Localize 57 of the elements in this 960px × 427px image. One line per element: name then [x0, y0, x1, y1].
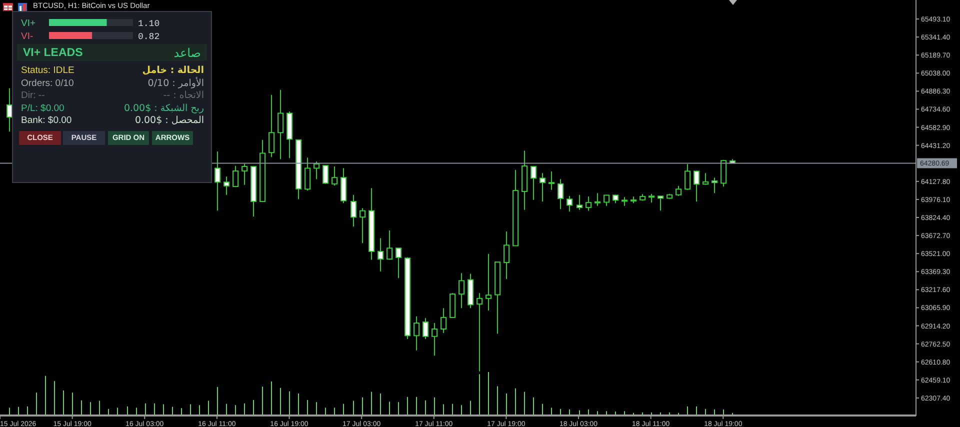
- candlestick: [304, 157, 310, 192]
- data-label: 1.10: [138, 19, 160, 29]
- candlestick: [314, 161, 320, 180]
- candlestick: [558, 178, 564, 210]
- candlestick: [232, 165, 238, 188]
- candlestick: [604, 194, 610, 206]
- candlestick: [350, 194, 356, 227]
- annotation: ربح الشبكة : $0.00: [124, 102, 204, 114]
- candlestick: [440, 308, 446, 334]
- candlestick: [214, 151, 220, 212]
- candlestick: [476, 292, 482, 372]
- annotation: Dir: --: [21, 90, 45, 102]
- candlestick: [224, 176, 230, 196]
- candlestick: [414, 316, 420, 351]
- candlestick: [322, 164, 328, 184]
- annotation: VI+ LEADS: [23, 46, 83, 60]
- candlestick: [702, 172, 708, 186]
- annotation: الحالة : خامل: [142, 65, 204, 76]
- candlestick: [268, 94, 274, 158]
- candlestick: [684, 164, 690, 190]
- candlestick: [432, 322, 438, 356]
- annotation: الاتجاه : --: [163, 90, 204, 102]
- candlestick: [486, 253, 492, 311]
- candlestick: [576, 194, 582, 210]
- candlestick: [694, 170, 700, 202]
- annotation: P/L: $0.00: [21, 102, 64, 114]
- candlestick: [378, 238, 384, 272]
- annotation: Status: IDLE: [21, 65, 74, 77]
- candlestick: [658, 195, 664, 212]
- candlestick: [242, 163, 248, 186]
- candlestick: [396, 247, 402, 279]
- annotation: الأوامر : 0/10: [148, 78, 204, 90]
- y-tick-label: VI+: [21, 18, 36, 29]
- candlestick: [458, 272, 464, 309]
- candlestick: [340, 168, 346, 204]
- annotation: صاعد: [174, 46, 201, 60]
- candlestick: [594, 192, 600, 206]
- candlestick: [450, 292, 456, 318]
- candlestick: [586, 196, 592, 212]
- candlestick: [504, 230, 510, 280]
- y-tick-label: VI-: [21, 31, 34, 42]
- candlestick: [332, 166, 338, 186]
- candlestick: [360, 208, 366, 244]
- annotation: Orders: 0/10: [21, 78, 74, 90]
- candlestick: [676, 185, 682, 196]
- candlestick: [540, 172, 546, 202]
- annotation: المحصل : $0.00: [134, 115, 204, 127]
- annotation: Bank: $0.00: [21, 115, 72, 127]
- candlestick: [422, 318, 428, 340]
- candlestick: [530, 165, 536, 200]
- candlestick: [386, 230, 392, 260]
- data-label: 0.82: [138, 32, 160, 42]
- candlestick: [566, 195, 572, 212]
- candlestick: [278, 89, 284, 160]
- candlestick: [712, 177, 718, 194]
- candlestick: [548, 171, 554, 190]
- candlestick: [6, 88, 12, 132]
